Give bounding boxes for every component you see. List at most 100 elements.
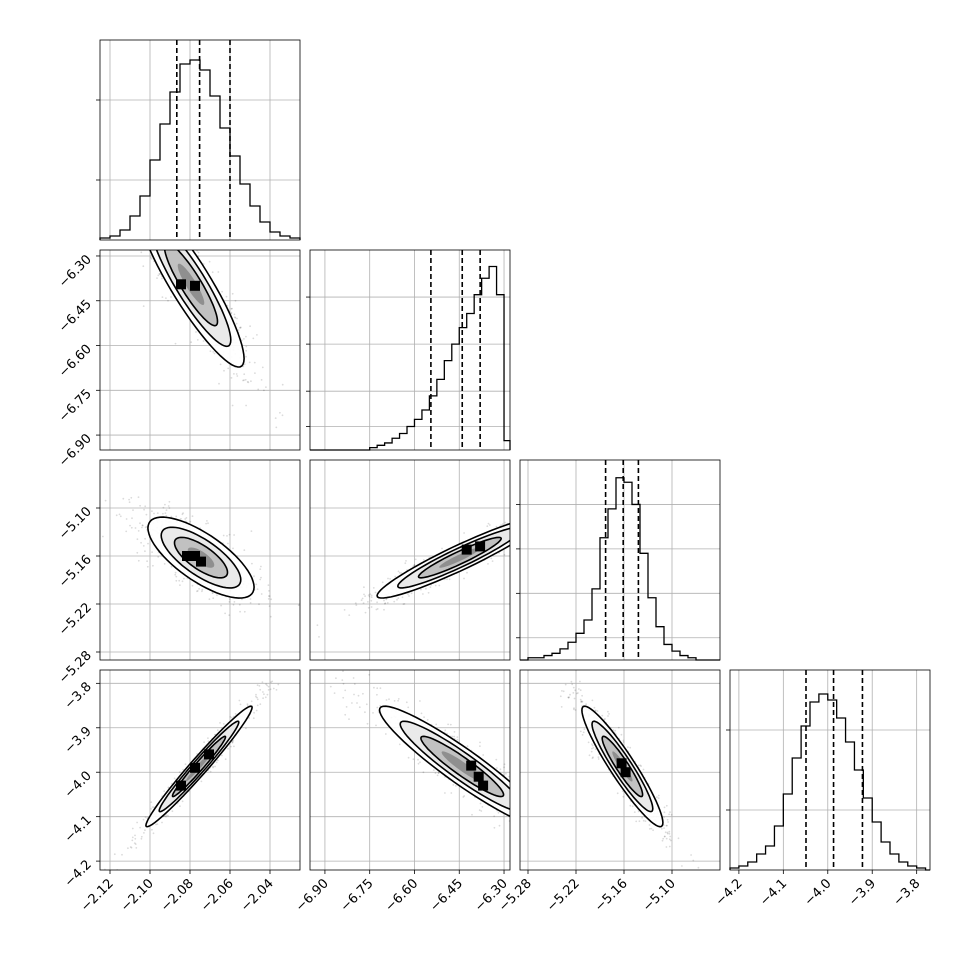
scatter-point (425, 587, 427, 590)
scatter-point (512, 524, 514, 526)
scatter-point (640, 765, 642, 767)
scatter-point (622, 739, 625, 742)
scatter-point (533, 814, 535, 816)
scatter-point (580, 508, 582, 510)
scatter-point (612, 729, 615, 732)
scatter-point (251, 562, 253, 565)
scatter-point (663, 835, 666, 838)
scatter-point (233, 373, 235, 375)
scatter-point (145, 213, 147, 215)
scatter-point (248, 361, 251, 364)
scatter-point (243, 363, 246, 366)
x-tick-label: −3.9 (846, 876, 879, 909)
scatter-point (124, 166, 126, 168)
hist-panel-2 (516, 459, 721, 661)
x-tick-label: −2.08 (158, 876, 197, 915)
scatter-point (358, 706, 361, 709)
scatter-point (165, 297, 167, 299)
scatter-point (513, 530, 515, 532)
scatter-point (281, 414, 284, 417)
scatter-point (385, 598, 388, 601)
scatter-point (148, 243, 150, 245)
scatter-point (145, 216, 147, 218)
scatter-point (637, 764, 640, 767)
scatter-point (243, 549, 246, 551)
scatter-point (158, 240, 160, 242)
scatter-point (486, 525, 489, 528)
scatter-point (255, 695, 257, 698)
scatter-point (153, 806, 155, 808)
scatter-point (511, 778, 513, 780)
scatter-point (596, 494, 598, 496)
scatter-point (479, 802, 482, 805)
scatter-point (119, 199, 121, 201)
scatter-point (376, 608, 379, 610)
scatter-point (592, 746, 595, 749)
scatter-point (591, 747, 593, 750)
scatter-point (136, 538, 139, 541)
scatter-point (526, 797, 528, 799)
scatter-point (512, 779, 514, 781)
scatter-point (249, 602, 252, 604)
scatter-point (179, 805, 181, 807)
scatter-point (535, 807, 537, 809)
scatter-point (141, 202, 143, 204)
scatter-point (385, 699, 388, 701)
scatter-point (178, 771, 181, 773)
scatter-point (511, 781, 513, 783)
scatter-point (512, 526, 514, 528)
scatter-point (219, 722, 221, 724)
scatter-point (522, 801, 524, 803)
scatter-point (543, 523, 545, 525)
scatter-point (574, 709, 577, 711)
scatter-point (222, 534, 225, 537)
scatter-point (543, 514, 545, 516)
scatter-point (677, 837, 680, 840)
scatter-point (136, 187, 138, 189)
scatter-point (512, 809, 514, 811)
scatter-point (238, 326, 241, 329)
scatter-point (253, 575, 255, 578)
scatter-point (245, 335, 247, 338)
scatter-point (259, 688, 262, 691)
scatter-point (135, 213, 137, 215)
scatter-point (115, 514, 118, 517)
scatter-point (514, 532, 516, 534)
scatter-point (622, 795, 625, 798)
scatter-point (172, 242, 174, 244)
scatter-point (147, 542, 149, 545)
scatter-point (164, 503, 166, 506)
scatter-point (260, 379, 263, 381)
scatter-point (230, 311, 233, 314)
scatter-point (548, 790, 550, 792)
scatter-point (539, 823, 541, 825)
scatter-point (493, 826, 496, 829)
scatter-point (354, 602, 357, 604)
scatter-point (353, 683, 356, 685)
scatter-point (397, 570, 400, 573)
scatter-point (227, 542, 229, 545)
scatter-point (206, 520, 208, 522)
scatter-point (516, 529, 518, 531)
scatter-point (561, 690, 563, 692)
scatter-panel-2-3 (519, 669, 721, 871)
scatter-point (142, 545, 145, 547)
scatter-point (137, 496, 140, 499)
scatter-point (582, 862, 584, 864)
scatter-point (134, 834, 136, 837)
scatter-point (384, 602, 386, 605)
scatter-point (552, 512, 554, 514)
scatter-point (510, 531, 512, 533)
scatter-point (518, 774, 520, 776)
scatter-point (245, 404, 248, 407)
scatter-point (481, 806, 484, 808)
scatter-point (170, 221, 172, 223)
scatter-point (534, 529, 536, 531)
scatter-point (512, 527, 514, 529)
scatter-point (121, 853, 123, 856)
scatter-point (155, 243, 157, 245)
scatter-point (167, 228, 169, 230)
scatter-point (508, 775, 510, 778)
scatter-point (217, 271, 220, 273)
scatter-point (523, 801, 525, 803)
